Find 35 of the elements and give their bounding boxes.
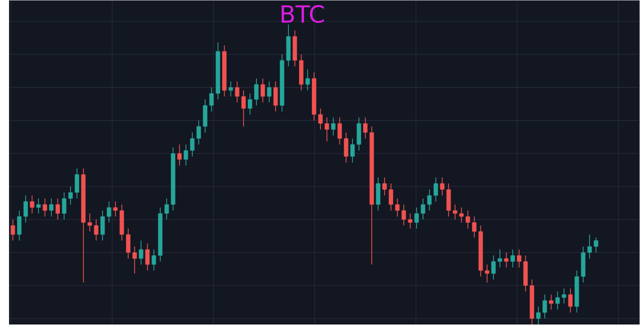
candlestick [402,204,406,226]
candlestick [228,81,233,98]
candlestick [56,198,60,220]
candlestick [376,177,380,212]
candlestick [138,240,144,266]
candlestick [568,288,573,314]
candlestick [42,198,48,218]
candlestick [36,198,41,214]
candlestick [273,81,278,112]
candlestick [267,81,272,104]
candlestick [363,117,368,140]
candlestick [30,195,34,214]
candlestick [408,213,412,230]
candlestick [126,228,130,260]
candlestick [10,219,16,242]
candlestick [440,177,444,196]
candlestick [548,294,554,310]
candlestick [510,249,515,268]
candlestick [504,252,508,268]
candlestick [472,216,476,238]
chart-title: BTC [282,5,324,24]
candlestick [24,195,28,224]
candlestick [17,210,22,242]
candlestick [331,117,336,136]
candlestick [145,243,150,272]
candlestick [305,69,310,92]
candlestick [94,219,98,242]
candlestick [132,246,137,274]
candlestick [49,198,54,218]
candlestick [88,213,92,232]
candlestick [542,294,547,320]
candlestick [177,144,182,166]
candlestick [536,306,541,326]
candlestick [152,249,156,272]
candlestick [260,78,265,104]
